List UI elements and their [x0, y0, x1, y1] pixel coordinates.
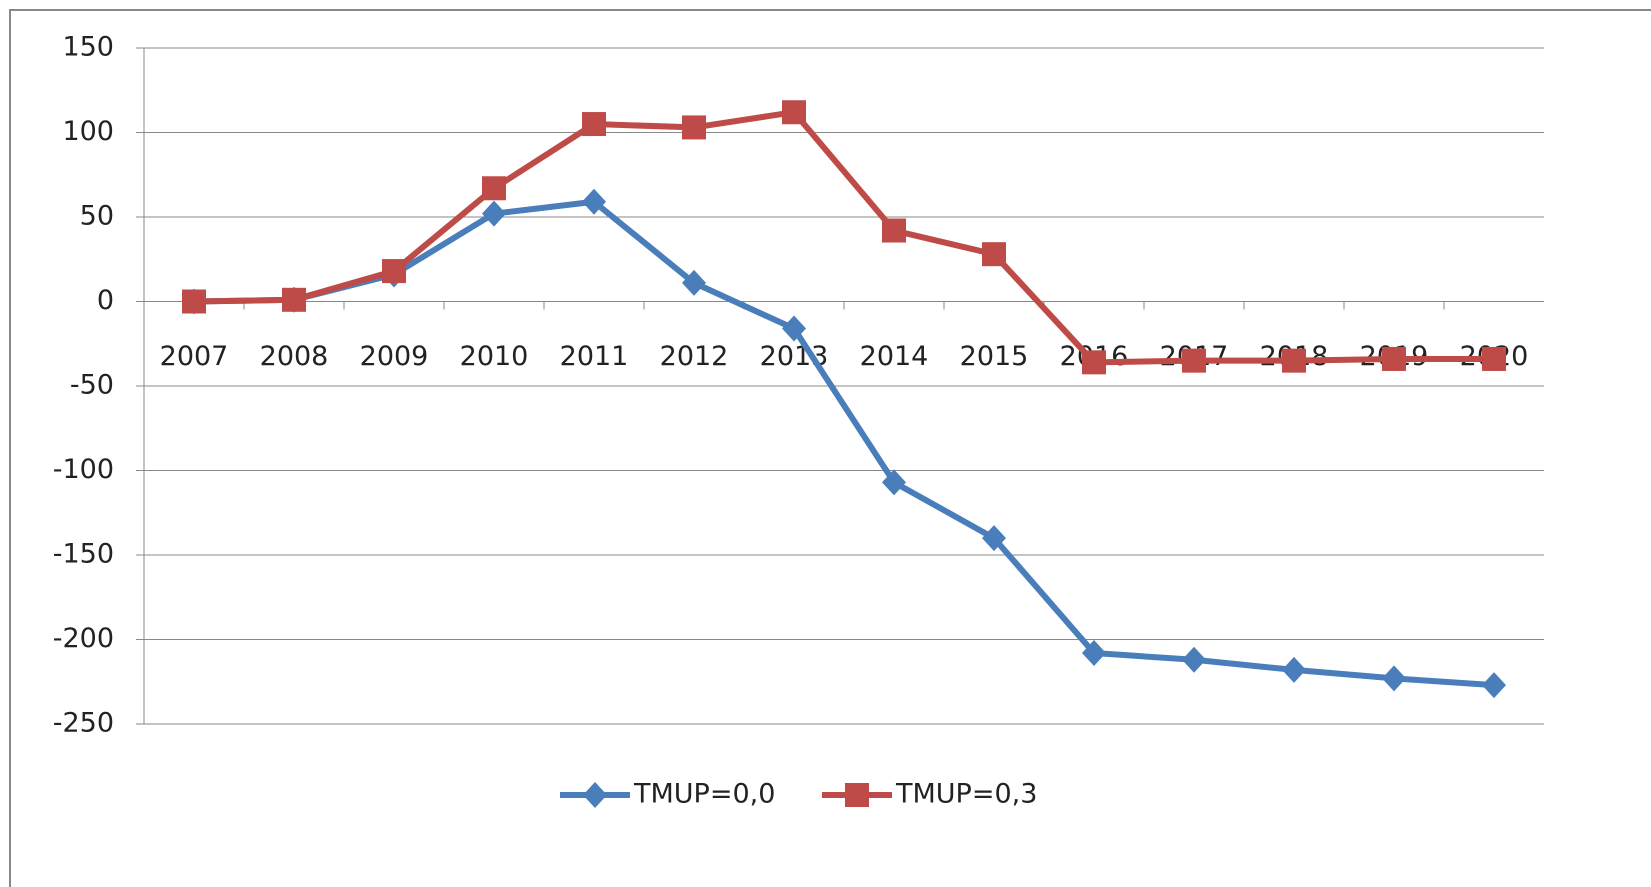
x-tick-label: 2012 — [660, 341, 729, 372]
y-tick-label: 100 — [62, 116, 114, 147]
point — [1082, 350, 1106, 375]
point — [1282, 656, 1306, 683]
series-line — [193, 109, 1494, 366]
x-tick-label: 2007 — [160, 341, 229, 372]
point — [782, 100, 806, 125]
point — [1482, 346, 1506, 371]
point — [982, 525, 1006, 552]
legend-marker — [845, 783, 869, 807]
y-tick-label: 50 — [80, 201, 114, 232]
y-tick-label: -100 — [53, 454, 114, 485]
point — [782, 315, 806, 342]
point — [1382, 665, 1406, 692]
x-tick-label: 2009 — [360, 341, 429, 372]
point — [682, 115, 706, 140]
y-tick-label: 150 — [62, 32, 114, 63]
point — [382, 259, 406, 284]
x-tick-label: 2011 — [560, 341, 629, 372]
x-tick-label: 2008 — [260, 341, 329, 372]
point — [482, 200, 506, 227]
y-tick-label: 0 — [97, 285, 114, 316]
y-tick-label: -50 — [70, 370, 114, 401]
point — [682, 269, 706, 296]
point — [1382, 346, 1406, 371]
point — [1082, 640, 1106, 667]
x-tick-label: 2015 — [960, 341, 1029, 372]
point — [882, 218, 906, 243]
series-line — [193, 198, 1495, 689]
chart-frame — [9, 9, 1651, 887]
point — [1182, 646, 1206, 673]
point — [1482, 672, 1506, 699]
point — [1282, 348, 1306, 373]
point — [482, 176, 506, 201]
y-tick-label: -250 — [53, 708, 114, 739]
point — [882, 469, 906, 496]
legend-label: TMUP=0,0 — [633, 779, 775, 810]
point — [182, 289, 206, 314]
x-tick-label: 2010 — [460, 341, 529, 372]
legend-marker — [583, 782, 607, 808]
point — [582, 188, 606, 215]
point — [282, 287, 306, 312]
y-tick-label: -200 — [53, 623, 114, 654]
point — [1182, 348, 1206, 373]
x-tick-label: 2014 — [860, 341, 929, 372]
point — [982, 242, 1006, 267]
y-tick-label: -150 — [53, 539, 114, 570]
point — [582, 112, 606, 137]
legend-label: TMUP=0,3 — [895, 779, 1037, 810]
